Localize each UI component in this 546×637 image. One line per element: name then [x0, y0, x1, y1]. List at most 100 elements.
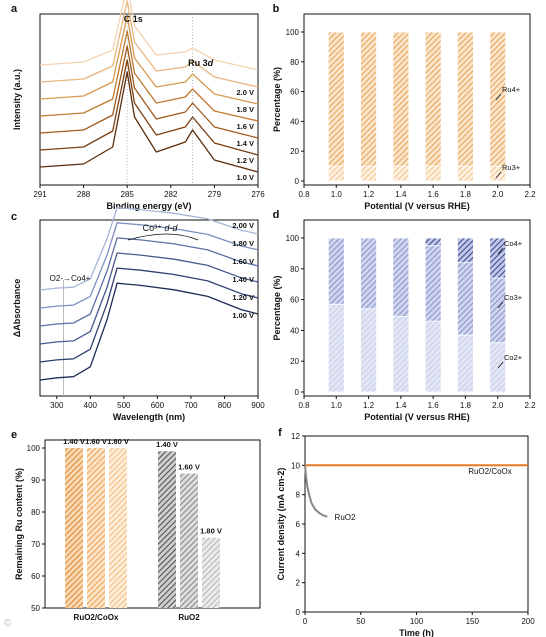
panel-a-label: a — [11, 3, 18, 15]
panel-b-ytick-label: 60 — [290, 88, 299, 97]
panel-b-bar-Ru4+ — [424, 31, 442, 167]
panel-f-ytick-label: 12 — [291, 432, 300, 441]
panel-f-xtick-label: 50 — [356, 617, 365, 626]
panel-a-xtick-label: 282 — [164, 190, 178, 199]
panel-d-bar-Co3+ — [360, 237, 377, 310]
panel-f-ytick-label: 6 — [296, 520, 301, 529]
panel-b-xtick-label: 2.2 — [524, 190, 536, 199]
panel-e-bar-label: 1.40 V — [156, 440, 178, 449]
panel-d-bar-Co3+ — [327, 237, 345, 305]
panel-b-bar-Ru3+ — [360, 165, 377, 182]
panel-e-bar-0-1 — [87, 448, 105, 608]
panel-e-bar-1-2 — [202, 537, 220, 608]
panel-a-xtick-label: 279 — [208, 190, 222, 199]
panel-d-bar-Co2+ — [392, 316, 410, 393]
panel-f-label: f — [278, 427, 282, 439]
panel-c-series-label: 1.40 V — [232, 275, 254, 284]
panel-a-spectrum-3 — [39, 45, 259, 139]
panel-b-xtick-label: 1.4 — [395, 190, 407, 199]
panel-d-bar-Co2+ — [424, 320, 442, 393]
panel-c-series-label: 2.00 V — [232, 221, 254, 230]
panel-f-line-1 — [304, 465, 328, 518]
panel-f-ytick-label: 4 — [296, 549, 301, 558]
panel-c-spectrum-2 — [39, 267, 259, 363]
panel-c-xtick-label: 300 — [50, 401, 64, 410]
panel-a-xtick-label: 285 — [121, 190, 135, 199]
panel-c-spectrum-4 — [39, 237, 259, 327]
panel-e-bar-1-0 — [158, 451, 176, 608]
panel-f-xtick-label: 0 — [303, 617, 308, 626]
panel-e-ylabel: Remaining Ru content (%) — [14, 468, 24, 580]
panel-a-spectrum-4 — [39, 30, 259, 122]
panel-f-ytick-label: 10 — [291, 461, 300, 470]
panel-c-series-label: 1.00 V — [232, 311, 254, 320]
panel-d-xtick-label: 0.8 — [298, 401, 310, 410]
panel-b-series-pointer — [495, 171, 502, 179]
panel-d-xtick-label: 1.8 — [460, 401, 472, 410]
panel-e-group-label: RuO2/CoOx — [74, 613, 119, 622]
panel-d-bar-Co3+ — [457, 262, 474, 336]
panel-d-bar-Co2+ — [360, 308, 377, 393]
panel-c-xtick-label: 700 — [184, 401, 198, 410]
panel-e-bar-0-2 — [109, 448, 127, 608]
panel-d-bar-Co3+ — [392, 237, 410, 317]
panel-f-ytick-label: 2 — [296, 579, 301, 588]
panel-a-spectrum-1 — [39, 71, 259, 173]
panel-b-bar-Ru3+ — [392, 165, 410, 182]
panel-a-annotation-ru3d: Ru 3d — [188, 58, 214, 68]
panel-b-series-pointer — [495, 93, 502, 101]
panel-d-ytick-label: 60 — [290, 296, 299, 305]
panel-d-xtick-label: 1.4 — [395, 401, 407, 410]
panel-a-series-label: 1.4 V — [236, 139, 254, 148]
panel-d-xtick-label: 2.0 — [492, 401, 504, 410]
panel-b-bar-Ru4+ — [327, 31, 345, 167]
panel-a-xlabel: Binding energy (eV) — [106, 201, 191, 211]
panel-c-series-label: 1.80 V — [232, 239, 254, 248]
panel-a-spectrum-5 — [39, 15, 259, 105]
watermark: © — [4, 618, 12, 629]
panel-a-series-label: 2.0 V — [236, 88, 254, 97]
panel-a-series-label: 1.6 V — [236, 122, 254, 131]
panel-a-series-label: 1.0 V — [236, 173, 254, 182]
panel-c-annotation-dd: Co³⁺ d-d — [143, 223, 179, 233]
panel-c-ylabel: ΔAbsorbance — [12, 279, 22, 337]
panel-b-bar-Ru4+ — [392, 31, 410, 167]
panel-d-bar-Co2+ — [327, 303, 345, 393]
panel-e-bar-label: 1.60 V — [178, 463, 200, 472]
panel-b-ytick-label: 0 — [295, 177, 300, 186]
panel-a-annotation-c1s: C 1s — [124, 14, 143, 24]
panel-c-series-label: 1.20 V — [232, 293, 254, 302]
panel-f-ytick-label: 8 — [296, 491, 301, 500]
panel-f-series-label: RuO2 — [335, 513, 356, 522]
panel-e-bar-label: 1.40 V — [63, 437, 85, 446]
panel-d-bar-Co2+ — [489, 342, 507, 393]
panel-d-series-label: Co2+ — [504, 353, 523, 362]
panel-e-bar-label: 1.60 V — [85, 437, 107, 446]
panel-a-xtick-label: 288 — [77, 190, 91, 199]
panel-c-xlabel: Wavelength (nm) — [113, 412, 185, 422]
panel-b-frame — [303, 13, 531, 186]
panel-a-spectrum-2 — [39, 59, 259, 156]
panel-b-xtick-label: 1.8 — [460, 190, 472, 199]
panel-d-bar-Co3+ — [424, 245, 442, 322]
panel-e-frame — [44, 439, 261, 609]
panel-d-xtick-label: 1.2 — [363, 401, 375, 410]
panel-e-bar-label: 1.80 V — [107, 437, 129, 446]
panel-d-ytick-label: 20 — [290, 357, 299, 366]
panel-c-spectrum-5 — [39, 222, 259, 309]
panel-b-label: b — [273, 3, 280, 15]
panel-e-label: e — [11, 429, 17, 441]
panel-c-xtick-label: 800 — [218, 401, 232, 410]
panel-b-ytick-label: 80 — [290, 58, 299, 67]
panel-c-frame — [39, 219, 259, 397]
panel-f-xtick-label: 200 — [521, 617, 535, 626]
panel-d-bar-Co2+ — [457, 334, 474, 393]
panel-b-ytick-label: 100 — [286, 28, 300, 37]
panel-d-series-label: Co4+ — [504, 239, 523, 248]
panel-b-xtick-label: 1.6 — [428, 190, 440, 199]
panel-b-series-label: Ru4+ — [502, 85, 521, 94]
panel-b-bar-Ru3+ — [327, 165, 345, 182]
panel-e-ytick-label: 60 — [31, 572, 40, 581]
panel-b-ylabel: Percentage (%) — [272, 67, 282, 132]
panel-c-xtick-label: 400 — [84, 401, 98, 410]
